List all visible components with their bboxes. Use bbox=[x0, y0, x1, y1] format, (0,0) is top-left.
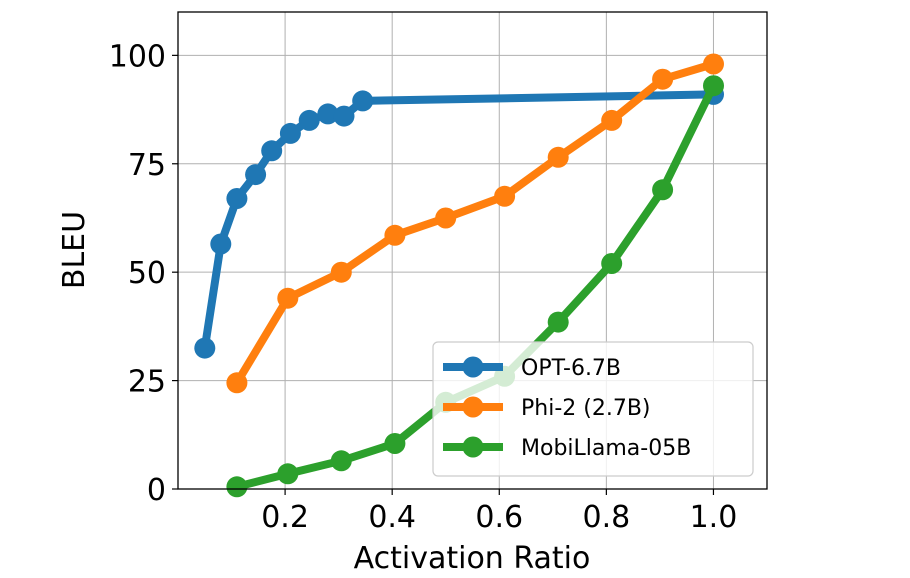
data-point-opt-6-7b bbox=[317, 103, 339, 125]
data-point-mobillama-05b bbox=[226, 476, 248, 498]
data-point-phi-2-2-7b bbox=[652, 68, 674, 90]
data-point-phi-2-2-7b bbox=[703, 53, 724, 75]
legend-box bbox=[432, 341, 754, 477]
x-axis-ticks: 0.2 0.4 0.6 0.8 1.0 bbox=[261, 489, 737, 535]
plot-frame bbox=[177, 11, 768, 490]
data-point-phi-2-2-7b bbox=[226, 372, 248, 394]
x-tick-label: 0.2 bbox=[261, 500, 309, 535]
data-point-phi-2-2-7b bbox=[601, 109, 623, 131]
data-point-opt-6-7b bbox=[352, 90, 374, 112]
data-point-mobillama-05b bbox=[277, 463, 299, 485]
legend-swatch-marker bbox=[462, 356, 484, 378]
y-tick-label: 75 bbox=[128, 148, 166, 183]
y-tick-label: 0 bbox=[147, 473, 166, 508]
x-tick-label: 1.0 bbox=[690, 500, 738, 535]
data-point-phi-2-2-7b bbox=[494, 185, 516, 207]
data-point-mobillama-05b bbox=[703, 75, 724, 97]
x-tick-label: 0.8 bbox=[583, 500, 631, 535]
legend-label: Phi-2 (2.7B) bbox=[521, 396, 651, 421]
legend-item-mobillama-05b: MobiLlama-05B bbox=[443, 436, 691, 461]
y-axis-ticks: 0 25 50 75 100 bbox=[109, 39, 178, 508]
data-point-opt-6-7b bbox=[279, 122, 301, 144]
legend-label: MobiLlama-05B bbox=[521, 436, 691, 461]
data-point-mobillama-05b bbox=[601, 253, 623, 274]
data-point-opt-6-7b bbox=[333, 105, 355, 127]
legend-swatch-marker bbox=[462, 396, 484, 418]
series-line-phi-2-2-7b bbox=[233, 60, 715, 385]
data-point-opt-6-7b bbox=[226, 188, 248, 209]
data-point-mobillama-05b bbox=[652, 179, 674, 201]
legend-swatch-marker bbox=[462, 436, 484, 458]
data-point-mobillama-05b bbox=[547, 311, 569, 333]
data-point-phi-2-2-7b bbox=[277, 287, 299, 309]
y-tick-label: 50 bbox=[128, 256, 166, 291]
x-tick-label: 0.6 bbox=[475, 500, 523, 535]
data-point-mobillama-05b bbox=[384, 433, 406, 454]
y-tick-label: 100 bbox=[109, 39, 166, 74]
legend-item-phi-2-2-7b: Phi-2 (2.7B) bbox=[443, 396, 651, 421]
data-point-phi-2-2-7b bbox=[435, 207, 457, 229]
legend-item-opt-6-7b: OPT-6.7B bbox=[443, 356, 621, 381]
data-point-opt-6-7b bbox=[298, 109, 320, 131]
data-point-opt-6-7b bbox=[194, 337, 216, 359]
x-tick-label: 0.4 bbox=[368, 500, 416, 535]
data-point-phi-2-2-7b bbox=[384, 224, 406, 246]
data-point-phi-2-2-7b bbox=[330, 261, 352, 283]
data-point-mobillama-05b bbox=[330, 450, 352, 472]
data-point-opt-6-7b bbox=[210, 233, 232, 255]
series-phi-2-2-7b bbox=[226, 53, 724, 394]
data-point-phi-2-2-7b bbox=[547, 146, 569, 168]
data-point-opt-6-7b bbox=[261, 140, 283, 162]
legend-label: OPT-6.7B bbox=[521, 356, 621, 381]
data-point-opt-6-7b bbox=[245, 164, 267, 186]
y-axis-label: BLEU bbox=[57, 211, 92, 289]
legend: OPT-6.7B Phi-2 (2.7B) MobiLlama-05B bbox=[432, 341, 754, 477]
x-axis-label: Activation Ratio bbox=[354, 541, 591, 576]
y-tick-label: 25 bbox=[128, 365, 166, 400]
